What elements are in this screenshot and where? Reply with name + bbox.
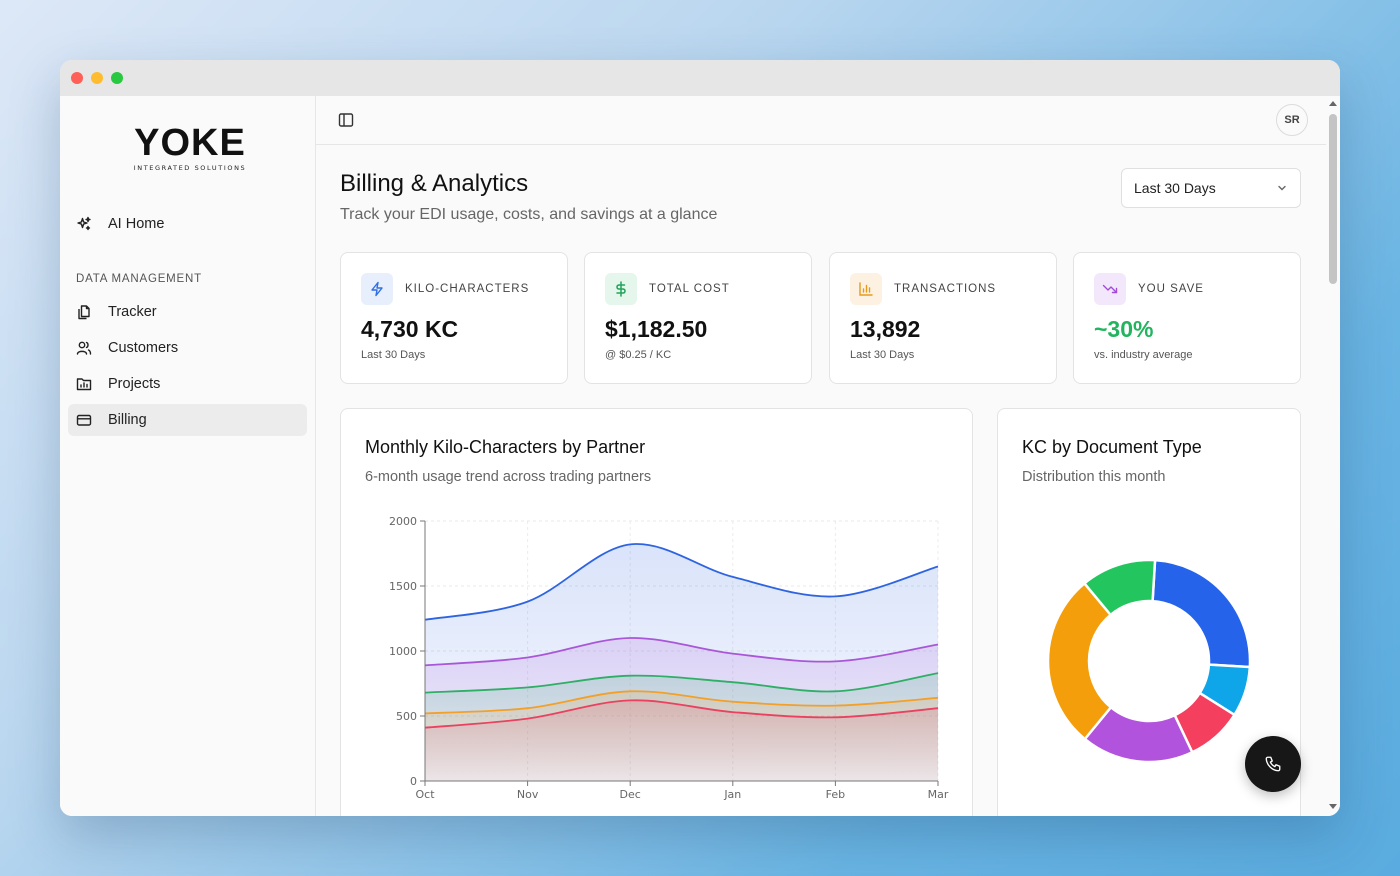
scroll-down-icon[interactable] (1329, 804, 1337, 810)
donut-slice[interactable] (1082, 558, 1157, 617)
call-support-button[interactable] (1245, 736, 1301, 792)
x-tick-label: Dec (620, 788, 641, 801)
series-line (424, 699, 939, 729)
donut-slice[interactable] (1151, 558, 1252, 669)
y-tick-label: 1000 (389, 645, 417, 658)
card-subtitle: 6-month usage trend across trading partn… (365, 469, 652, 485)
stat-icon-box (361, 273, 393, 305)
stat-card-you-save: YOU SAVE ~30% vs. industry average (1073, 252, 1301, 384)
minimize-window-button[interactable] (91, 72, 103, 84)
stat-card-kilo-characters: KILO-CHARACTERS 4,730 KC Last 30 Days (340, 252, 568, 384)
app-window: YOKE INTEGRATED SOLUTIONS AI Home DATA M… (60, 60, 1340, 816)
stat-note: vs. industry average (1094, 349, 1193, 361)
stat-label: KILO-CHARACTERS (405, 283, 530, 295)
y-tick-label: 2000 (389, 515, 417, 528)
series-line (424, 690, 939, 715)
stat-value: $1,182.50 (605, 316, 708, 342)
series-line (424, 543, 939, 621)
card-title: KC by Document Type (1022, 437, 1202, 457)
sidebar-item-label: Customers (108, 340, 179, 356)
y-tick-label: 1500 (389, 580, 417, 593)
stat-label: YOU SAVE (1138, 283, 1204, 295)
brand-name: YOKE (134, 122, 246, 164)
stat-value: ~30% (1094, 316, 1154, 342)
zap-icon (371, 281, 383, 297)
sidebar-item-projects[interactable]: Projects (68, 368, 307, 400)
phone-icon (1265, 756, 1281, 772)
bar-chart-icon (859, 282, 873, 296)
page-title: Billing & Analytics (340, 170, 529, 197)
maximize-window-button[interactable] (111, 72, 123, 84)
stat-note: @ $0.25 / KC (605, 349, 672, 361)
series-area (425, 700, 938, 781)
card-title: Monthly Kilo-Characters by Partner (365, 437, 646, 457)
scroll-up-icon[interactable] (1329, 100, 1337, 106)
y-tick-label: 0 (410, 775, 417, 788)
stat-card-total-cost: TOTAL COST $1,182.50 @ $0.25 / KC (584, 252, 812, 384)
trending-down-icon (1102, 284, 1118, 294)
sidebar-item-tracker[interactable]: Tracker (68, 296, 307, 328)
sparkles-icon (77, 216, 91, 231)
series-line (424, 672, 939, 694)
stat-icon-box (605, 273, 637, 305)
card-subtitle: Distribution this month (1022, 469, 1166, 485)
x-tick-label: Mar (928, 788, 949, 801)
close-window-button[interactable] (71, 72, 83, 84)
x-tick-label: Jan (723, 788, 741, 801)
sidebar-toggle-icon[interactable] (338, 112, 354, 128)
dollar-icon (616, 281, 626, 297)
copy-icon (78, 305, 90, 320)
series-line (424, 637, 939, 667)
stat-note: Last 30 Days (361, 349, 426, 361)
date-range-value: Last 30 Days (1134, 180, 1216, 196)
x-tick-label: Nov (517, 788, 539, 801)
user-avatar[interactable]: SR (1276, 104, 1308, 136)
stat-label: TRANSACTIONS (894, 283, 997, 295)
section-label-data-management: DATA MANAGEMENT (76, 273, 202, 285)
sidebar-item-label: Tracker (108, 304, 157, 320)
x-tick-label: Feb (826, 788, 845, 801)
stat-icon-box (1094, 273, 1126, 305)
vertical-scrollbar[interactable] (1326, 96, 1340, 816)
sidebar-item-customers[interactable]: Customers (68, 332, 307, 364)
stat-value: 13,892 (850, 316, 921, 342)
doc-type-donut-chart (1046, 558, 1252, 764)
sidebar-item-ai-home[interactable]: AI Home (68, 208, 307, 240)
date-range-select[interactable]: Last 30 Days (1121, 168, 1301, 208)
brand-tagline: INTEGRATED SOLUTIONS (133, 164, 247, 172)
stat-icon-box (850, 273, 882, 305)
folder-chart-icon (76, 378, 92, 391)
partner-usage-chart: 0 500 1000 1500 2000 Oct Nov Dec Jan Feb Mar (389, 515, 949, 801)
credit-card-icon (76, 414, 92, 426)
stat-value: 4,730 KC (361, 316, 459, 342)
sidebar-item-label: Projects (108, 376, 161, 392)
sidebar: YOKE INTEGRATED SOLUTIONS AI Home DATA M… (60, 96, 316, 816)
page-subtitle: Track your EDI usage, costs, and savings… (340, 206, 718, 223)
brand-logo[interactable]: YOKE INTEGRATED SOLUTIONS (128, 124, 252, 172)
sidebar-item-label: Billing (108, 412, 147, 428)
sidebar-item-billing[interactable]: Billing (68, 404, 307, 436)
stat-label: TOTAL COST (649, 283, 730, 295)
sidebar-item-label: AI Home (108, 216, 165, 232)
x-tick-label: Oct (415, 788, 435, 801)
y-tick-label: 500 (396, 710, 417, 723)
users-icon (76, 341, 92, 355)
stat-card-transactions: TRANSACTIONS 13,892 Last 30 Days (829, 252, 1057, 384)
chevron-down-icon (1278, 185, 1286, 191)
donut-slice[interactable] (1046, 581, 1113, 741)
title-bar (60, 60, 1340, 96)
scrollbar-thumb[interactable] (1329, 114, 1337, 284)
partner-usage-card: Monthly Kilo-Characters by Partner 6-mon… (340, 408, 973, 816)
main-content: SR Billing & Analytics Track your EDI us… (316, 96, 1326, 816)
top-bar: SR (316, 96, 1326, 145)
stat-note: Last 30 Days (850, 349, 915, 361)
